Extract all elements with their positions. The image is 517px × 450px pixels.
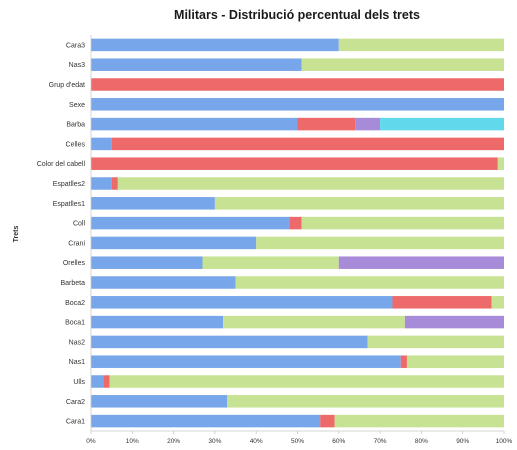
x-tick-labels: 0% 10% 20% 30% 40% 50% 60% 70% 80% 90% 100% bbox=[86, 438, 512, 445]
y-axis-title: Trets bbox=[13, 226, 20, 243]
category-label-orelles: Orelles bbox=[63, 260, 86, 267]
category-label-nas3: Nas3 bbox=[69, 62, 85, 69]
bar-segment-nas1-series-1 bbox=[91, 355, 401, 368]
bar-segment-coll-series-1 bbox=[91, 216, 290, 230]
bar-segment-crani-series-1 bbox=[91, 236, 257, 250]
x-tick-label-5: 50% bbox=[291, 438, 304, 445]
chart-title: Militars - Distribució percentual dels t… bbox=[174, 8, 420, 22]
bars-group bbox=[91, 38, 505, 428]
bar-segment-espatlles2-series-2 bbox=[111, 177, 118, 190]
bar-segment-sexe-series-1 bbox=[91, 98, 504, 111]
x-tick-label-7: 70% bbox=[374, 438, 387, 445]
category-label-color-del-cabell: Color del cabell bbox=[37, 161, 86, 168]
x-tick-label-4: 40% bbox=[250, 438, 263, 445]
x-tick-label-8: 80% bbox=[415, 438, 428, 445]
category-label-sexe: Sexe bbox=[69, 102, 85, 109]
bar-segment-coll-series-2 bbox=[289, 216, 302, 230]
bar-segment-espatlles2-series-1 bbox=[91, 177, 112, 190]
bar-segment-boca1-series-1 bbox=[91, 315, 224, 329]
category-label-espatlles2: Espatlles2 bbox=[53, 181, 85, 188]
category-label-celles: Celles bbox=[66, 141, 86, 148]
axes-group bbox=[90, 35, 505, 434]
category-label-boca2: Boca2 bbox=[65, 300, 85, 307]
bar-segment-nas1-series-2 bbox=[400, 355, 407, 368]
category-label-grup-d-edat: Grup d'edat bbox=[49, 82, 85, 89]
bar-segment-cara3-series-3 bbox=[338, 38, 504, 52]
bar-segment-barba-series-5 bbox=[380, 117, 504, 131]
category-labels: Cara3 Nas3 Grup d'edat Sexe Barba Celles Color… bbox=[37, 42, 86, 425]
bar-segment-barba-series-2 bbox=[297, 117, 356, 131]
bar-segment-barba-series-4 bbox=[355, 117, 381, 131]
bar-segment-celles-series-2 bbox=[111, 137, 505, 151]
bar-segment-nas2-series-1 bbox=[91, 335, 368, 349]
category-label-barba: Barba bbox=[66, 122, 85, 129]
bar-segment-orelles-series-4 bbox=[338, 256, 504, 269]
bar-segment-crani-series-3 bbox=[256, 236, 504, 250]
category-label-nas2: Nas2 bbox=[69, 339, 85, 346]
bar-segment-cara2-series-1 bbox=[91, 395, 228, 408]
bar-segment-nas2-series-3 bbox=[367, 335, 504, 349]
bar-segment-nas3-series-3 bbox=[301, 58, 504, 71]
x-tick-label-9: 90% bbox=[456, 438, 469, 445]
bar-segment-nas3-series-1 bbox=[91, 58, 302, 71]
bar-segment-espatlles1-series-1 bbox=[91, 197, 215, 210]
bar-segment-ulls-series-3 bbox=[109, 375, 504, 388]
x-tick-label-2: 20% bbox=[167, 438, 180, 445]
bar-segment-espatlles1-series-3 bbox=[214, 197, 504, 210]
category-label-nas1: Nas1 bbox=[69, 359, 85, 366]
category-label-boca1: Boca1 bbox=[65, 320, 85, 327]
bar-segment-ulls-series-1 bbox=[91, 375, 104, 388]
category-label-cara1: Cara1 bbox=[66, 419, 85, 426]
bar-segment-barbeta-series-3 bbox=[235, 276, 505, 289]
bar-segment-cara1-series-3 bbox=[334, 414, 504, 428]
bar-segment-cara1-series-1 bbox=[91, 414, 321, 428]
bar-segment-espatlles2-series-3 bbox=[117, 177, 504, 190]
category-label-espatlles1: Espatlles1 bbox=[53, 201, 85, 208]
bar-segment-coll-series-3 bbox=[301, 216, 504, 230]
bar-segment-orelles-series-1 bbox=[91, 256, 203, 269]
bar-segment-barbeta-series-1 bbox=[91, 276, 236, 289]
category-label-ulls: Ulls bbox=[73, 379, 85, 386]
category-label-cara3: Cara3 bbox=[66, 42, 85, 49]
bar-segment-boca1-series-4 bbox=[404, 315, 504, 329]
x-tick-label-6: 60% bbox=[332, 438, 345, 445]
bar-segment-boca1-series-3 bbox=[223, 315, 405, 329]
category-label-barbeta: Barbeta bbox=[60, 280, 85, 287]
bar-segment-ulls-series-2 bbox=[103, 375, 110, 388]
bar-segment-boca2-series-2 bbox=[392, 296, 492, 309]
bar-segment-nas1-series-3 bbox=[406, 355, 504, 368]
bar-segment-celles-series-1 bbox=[91, 137, 112, 151]
category-label-cara2: Cara2 bbox=[66, 399, 85, 406]
category-label-coll: Coll bbox=[73, 221, 86, 228]
x-tick-label-3: 30% bbox=[208, 438, 221, 445]
category-label-crani: Crani bbox=[68, 240, 85, 247]
bar-segment-color-del-cabell-series-3 bbox=[497, 157, 504, 170]
x-tick-label-0: 0% bbox=[86, 438, 96, 445]
bar-segment-color-del-cabell-series-2 bbox=[91, 157, 498, 170]
bar-segment-barba-series-1 bbox=[91, 117, 298, 131]
bar-segment-boca2-series-3 bbox=[491, 296, 504, 309]
bar-segment-cara1-series-2 bbox=[320, 414, 335, 428]
bar-segment-cara3-series-1 bbox=[91, 38, 339, 52]
x-tick-label-10: 100% bbox=[496, 438, 513, 445]
bar-segment-boca2-series-1 bbox=[91, 296, 393, 309]
x-tick-label-1: 10% bbox=[126, 438, 139, 445]
bar-segment-grup-d-edat-series-2 bbox=[91, 78, 504, 91]
bar-segment-orelles-series-3 bbox=[202, 256, 339, 269]
bar-segment-cara2-series-3 bbox=[227, 395, 505, 408]
